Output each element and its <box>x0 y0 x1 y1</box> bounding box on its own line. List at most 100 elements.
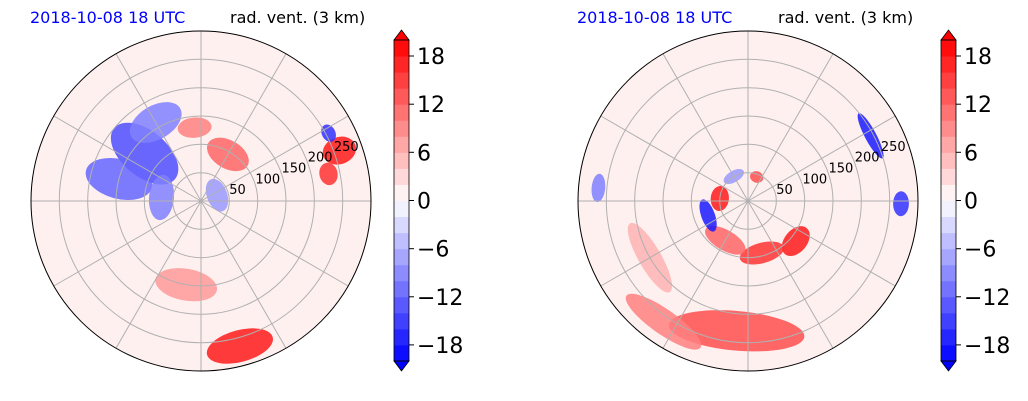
colorbar-segment <box>941 296 956 314</box>
colorbar-extend-min <box>393 360 410 372</box>
variable-label: rad. vent. (3 km) <box>230 8 366 27</box>
colorbar-tick-label: −6 <box>417 238 449 263</box>
colorbar-tick-label: −6 <box>964 238 996 263</box>
data-field <box>85 102 357 364</box>
colorbar-segment <box>394 344 409 362</box>
data-blob-blue <box>591 173 606 203</box>
colorbar-segment <box>941 136 956 153</box>
radial-tick-label: 100 <box>802 172 827 187</box>
colorbar-segment <box>394 280 409 298</box>
colorbar-segment <box>941 344 956 362</box>
colorbar-tick-label: 18 <box>964 45 992 70</box>
colorbar-segment <box>394 120 409 137</box>
colorbar-extend-min <box>940 360 957 372</box>
colorbar-segment <box>941 280 956 298</box>
colorbar-segment <box>394 328 409 346</box>
colorbar-segment <box>941 56 956 73</box>
radial-tick-label: 150 <box>829 162 854 177</box>
colorbar-segment <box>394 56 409 73</box>
radial-tick-label: 150 <box>282 162 307 177</box>
colorbar-segment <box>941 312 956 330</box>
data-blob-red <box>319 162 338 186</box>
colorbar-segment <box>941 168 956 185</box>
data-blob-blue <box>110 122 179 185</box>
radial-tick-label: 200 <box>855 151 880 166</box>
date-label: 2018-10-08 18 UTC <box>30 8 186 27</box>
grid-spoke <box>600 115 749 202</box>
colorbar-segment <box>394 40 409 57</box>
data-blob-blue <box>893 191 909 217</box>
colorbar-tick-label: −12 <box>417 286 463 311</box>
colorbar-extend-max <box>940 29 957 41</box>
grid-spoke <box>200 200 349 287</box>
colorbar-tick-label: −12 <box>964 286 1010 311</box>
radial-tick-label: 50 <box>776 183 793 198</box>
colorbar-tick-label: 6 <box>964 141 978 166</box>
radial-tick-label: 250 <box>334 140 359 155</box>
colorbar-tick-label: 18 <box>417 45 445 70</box>
grid-spoke <box>115 53 202 202</box>
data-blob-red <box>625 293 702 350</box>
grid-spoke <box>662 200 749 349</box>
colorbar-tick-label: −18 <box>417 334 463 359</box>
colorbar-segment <box>394 264 409 282</box>
variable-label: rad. vent. (3 km) <box>778 8 914 27</box>
colorbar-segment <box>941 72 956 89</box>
colorbar-segment <box>394 184 409 201</box>
colorbar-segment <box>941 248 956 266</box>
colorbar-segment <box>941 232 956 250</box>
grid-spoke <box>200 115 349 202</box>
colorbar-segment <box>941 216 956 234</box>
colorbar-segment <box>394 152 409 169</box>
radial-tick-label: 100 <box>255 172 280 187</box>
colorbar-segment <box>941 120 956 137</box>
colorbar-segment <box>941 88 956 105</box>
date-label: 2018-10-08 18 UTC <box>577 8 733 27</box>
grid-spoke <box>53 115 202 202</box>
colorbar-segment <box>941 40 956 57</box>
grid-spoke <box>747 53 834 202</box>
colorbar-segment <box>941 104 956 121</box>
colorbar-segment <box>941 200 956 218</box>
polar-outline <box>30 30 372 372</box>
panel-right: 2018-10-08 18 UTC rad. vent. (3 km) 50 10… <box>547 0 1028 401</box>
data-blob-blue <box>857 113 884 159</box>
colorbar-segment <box>394 136 409 153</box>
grid-spoke <box>200 53 287 202</box>
colorbar-segment <box>394 216 409 234</box>
data-blob-red <box>739 241 784 265</box>
radial-tick-label: 250 <box>881 140 906 155</box>
colorbar-tick-label: −18 <box>964 334 1010 359</box>
colorbar-segment <box>394 232 409 250</box>
grid-spoke <box>53 200 202 287</box>
colorbar-segment <box>394 104 409 121</box>
data-blob-red <box>206 328 273 364</box>
colorbar-tick-label: 0 <box>417 190 431 215</box>
colorbar-segment <box>394 168 409 185</box>
colorbar-segment <box>941 328 956 346</box>
panel-left: 2018-10-08 18 UTC rad. vent. (3 km) 50 10… <box>30 8 463 372</box>
data-blob-blue <box>148 174 175 221</box>
grid-spoke <box>200 200 287 349</box>
colorbar-tick-label: 12 <box>417 93 445 118</box>
data-blob-blue <box>699 199 717 232</box>
grid-spoke <box>600 200 749 287</box>
grid-spoke <box>747 115 896 202</box>
grid-spoke <box>115 200 202 349</box>
grid-spoke <box>662 53 749 202</box>
colorbar-tick-label: 12 <box>964 93 992 118</box>
colorbar-segment <box>941 184 956 201</box>
data-blob-blue <box>205 178 229 212</box>
radial-tick-label: 50 <box>229 183 246 198</box>
colorbar-segment <box>941 152 956 169</box>
data-blob-red <box>177 117 212 138</box>
data-blob-red <box>781 226 810 257</box>
colorbar-tick-label: 6 <box>417 141 431 166</box>
colorbar-segment <box>394 312 409 330</box>
grid-spoke <box>747 200 834 349</box>
colorbar-segment <box>941 264 956 282</box>
colorbar-tick-label: 0 <box>964 190 978 215</box>
colorbar-segment <box>394 296 409 314</box>
